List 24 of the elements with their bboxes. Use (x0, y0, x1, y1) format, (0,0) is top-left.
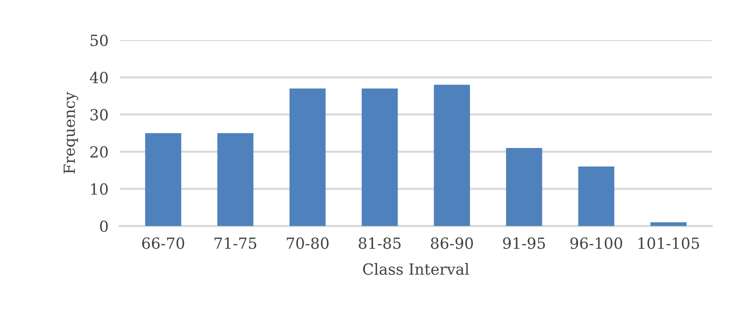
y-tick-label: 50 (90, 34, 108, 46)
bar (506, 148, 542, 226)
x-tick-label: 70-80 (286, 237, 329, 249)
x-tick-label: 96-100 (570, 237, 622, 249)
bar (362, 88, 398, 226)
bar (650, 222, 687, 226)
y-tick-label: 40 (90, 72, 108, 84)
x-tick-label: 101-105 (638, 237, 700, 249)
y-axis-title: Frequency (64, 92, 78, 174)
y-tick-label: 0 (100, 220, 108, 232)
x-tick-label: 91-95 (503, 237, 545, 249)
bar (290, 88, 326, 226)
x-axis-title: Class Interval (363, 263, 469, 275)
x-tick-label: 66-70 (142, 237, 184, 249)
x-tick-label: 81-85 (358, 237, 401, 249)
x-tick-label: 71-75 (214, 237, 256, 249)
x-tick-label: 86-90 (430, 237, 473, 249)
bar (145, 133, 182, 226)
y-tick-label: 10 (91, 183, 108, 195)
y-tick-label: 30 (90, 108, 108, 121)
y-tick-label: 20 (90, 146, 108, 158)
bar (434, 84, 470, 226)
bar (217, 133, 254, 226)
bar (578, 166, 614, 226)
